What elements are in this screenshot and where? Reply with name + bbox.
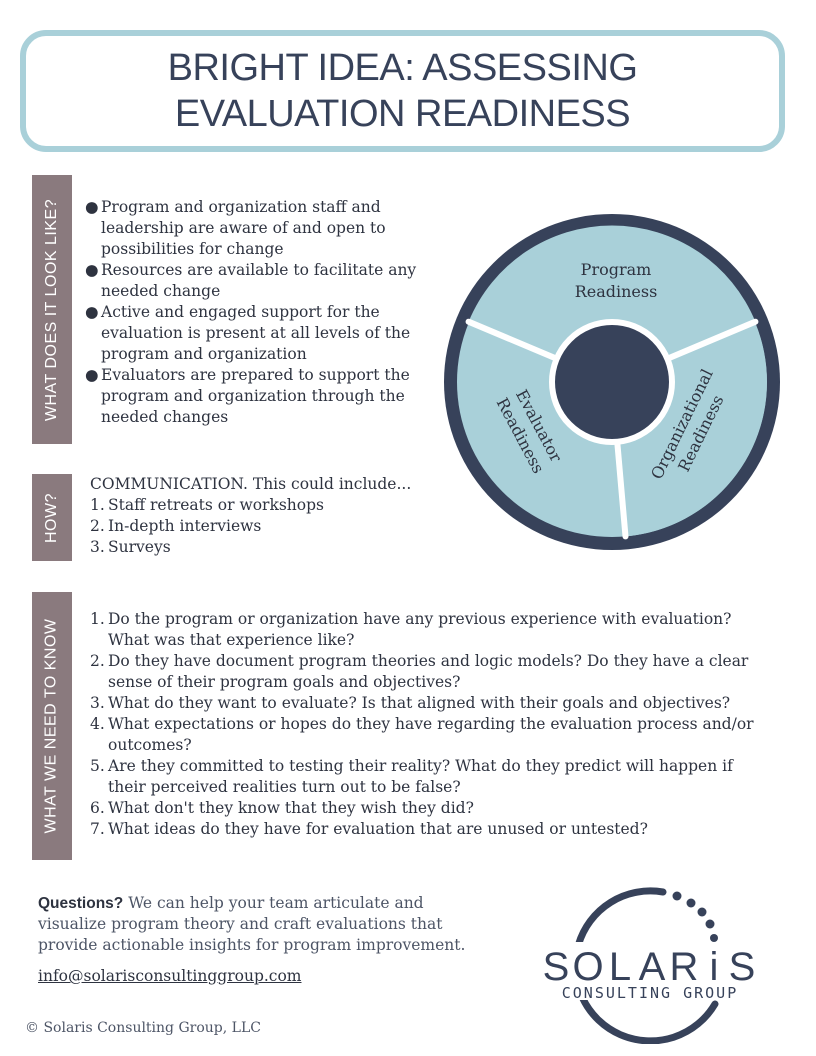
title-box: BRIGHT IDEA: ASSESSING EVALUATION READIN… <box>20 30 785 152</box>
need-to-know-list: 1. Do the program or organization have a… <box>90 609 770 840</box>
list-item: 6. What don't they know that they wish t… <box>90 799 474 817</box>
list-item: ● Program and organization staff and lea… <box>85 198 386 258</box>
how-section: COMMUNICATION. This could include... 1. S… <box>90 474 430 558</box>
footer-line-2: visualize program theory and craft evalu… <box>38 915 443 933</box>
logo-dot <box>705 919 715 929</box>
list-item: 1. Staff retreats or workshops <box>90 496 324 514</box>
logo-subtitle: CONSULTING GROUP <box>562 984 739 1002</box>
list-item: 2. In-depth interviews <box>90 517 262 535</box>
list-item: ● Active and engaged support for the eva… <box>85 303 411 363</box>
footer-line-1: Questions? We can help your team articul… <box>38 894 424 912</box>
questions-label: Questions? <box>38 895 124 912</box>
logo-letter: i <box>710 945 719 989</box>
page-title-line-2: EVALUATION READINESS <box>174 93 631 135</box>
list-item: 3. What do they want to evaluate? Is tha… <box>90 694 731 712</box>
footer-contact: Questions? We can help your team articul… <box>38 893 498 987</box>
need-to-know-section: 1. Do the program or organization have a… <box>90 609 770 840</box>
list-item: 3. Surveys <box>90 538 171 556</box>
how-intro: COMMUNICATION. This could include... <box>90 475 412 493</box>
contact-email-link[interactable]: info@solarisconsultinggroup.com <box>38 967 302 985</box>
list-item: 2. Do they have document program theorie… <box>90 652 749 691</box>
list-item: ● Resources are available to facilitate … <box>85 261 417 300</box>
readiness-wheel-diagram: Program Readiness Organizational Readine… <box>444 214 780 550</box>
logo-dot <box>697 907 707 917</box>
logo-dot <box>710 934 718 942</box>
program-readiness-label-2: Readiness <box>575 282 658 301</box>
list-item: 4. What expectations or hopes do they ha… <box>90 715 754 754</box>
list-item: 5. Are they committed to testing their r… <box>90 757 733 796</box>
copyright-text: © Solaris Consulting Group, LLC <box>25 1020 261 1036</box>
logo-letter: O <box>572 945 603 989</box>
footer-line-3: provide actionable insights for program … <box>38 936 466 954</box>
logo-letter: R <box>670 945 699 989</box>
logo-letter: S <box>543 945 570 989</box>
list-item: ● Evaluators are prepared to support the… <box>85 366 410 426</box>
look-like-list: ● Program and organization staff and lea… <box>85 197 425 428</box>
side-tab-how: HOW? <box>32 474 72 561</box>
logo-letter: L <box>609 945 631 989</box>
side-tab-label: WHAT DOES IT LOOK LIKE? <box>43 198 61 421</box>
list-item: 1. Do the program or organization have a… <box>90 610 732 649</box>
program-readiness-label-1: Program <box>581 260 652 279</box>
logo-dot <box>686 898 696 908</box>
list-item: 7. What ideas do they have for evaluatio… <box>90 820 648 838</box>
side-tab-need-to-know: WHAT WE NEED TO KNOW <box>32 592 72 860</box>
solaris-logo: S O L A R i S CONSULTING GROUP <box>538 887 760 1044</box>
side-tab-look-like: WHAT DOES IT LOOK LIKE? <box>32 175 72 444</box>
logo-letter: A <box>639 945 666 989</box>
logo-dot <box>672 891 682 901</box>
wheel-center-hub <box>549 319 675 445</box>
page-title-line-1: BRIGHT IDEA: ASSESSING <box>167 47 638 89</box>
side-tab-label: WHAT WE NEED TO KNOW <box>43 618 61 834</box>
how-list: 1. Staff retreats or workshops 2. In-depth… <box>90 495 430 558</box>
logo-text-backdrop <box>538 942 760 1000</box>
logo-letter: S <box>729 945 756 989</box>
logo-dots <box>672 891 718 942</box>
side-tab-label: HOW? <box>43 492 60 543</box>
